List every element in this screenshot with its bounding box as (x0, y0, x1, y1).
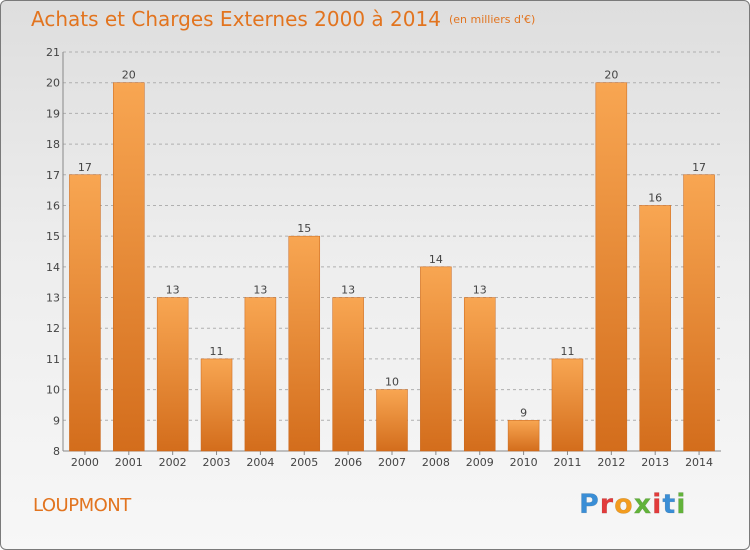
bar-2003 (200, 358, 233, 452)
bar-2001 (113, 82, 145, 452)
logo-letter: t (662, 489, 677, 520)
bar-value-label: 17 (692, 161, 706, 174)
bar-value-label: 15 (297, 222, 311, 235)
y-tick-label: 10 (46, 384, 60, 397)
x-tick-label: 2007 (378, 456, 406, 469)
bar-2004 (244, 297, 277, 452)
bar-2014 (683, 174, 715, 452)
y-tick-label: 15 (46, 230, 60, 243)
bar-2009 (463, 297, 496, 452)
y-tick-label: 16 (46, 199, 60, 212)
y-tick-label: 17 (46, 169, 60, 182)
logo-letter: r (599, 489, 615, 520)
bar-2011 (551, 358, 584, 452)
logo-letter: i (676, 489, 687, 520)
y-tick-label: 14 (46, 261, 60, 274)
logo-letter: o (614, 489, 634, 520)
bar-value-label: 13 (341, 284, 355, 297)
bar-2005 (288, 235, 321, 452)
bar-layer (69, 82, 715, 452)
x-tick-label: 2006 (334, 456, 362, 469)
bar-value-label: 13 (473, 284, 487, 297)
proxiti-logo[interactable]: Proxiti (579, 489, 687, 520)
bar-value-label: 20 (604, 69, 618, 82)
y-tick-label: 21 (46, 46, 60, 59)
bar-value-label: 14 (429, 253, 443, 266)
bar-2008 (420, 266, 452, 452)
chart-title: Achats et Charges Externes 2000 à 2014 (e… (31, 7, 535, 31)
bar-value-label: 9 (520, 406, 527, 419)
bar-2010 (507, 420, 540, 452)
bar-2002 (156, 297, 189, 452)
x-tick-label: 2005 (290, 456, 318, 469)
y-tick-label: 12 (46, 322, 60, 335)
logo-letter: i (652, 489, 663, 520)
bar-value-label: 13 (253, 284, 267, 297)
bar-value-label: 17 (78, 161, 92, 174)
x-tick-label: 2002 (159, 456, 187, 469)
x-tick-label: 2013 (641, 456, 669, 469)
bar-2007 (376, 389, 408, 452)
bar-value-label: 20 (122, 69, 136, 82)
x-tick-label: 2004 (246, 456, 274, 469)
bar-2013 (639, 205, 671, 452)
x-tick-label: 2011 (553, 456, 581, 469)
x-tick-label: 2014 (685, 456, 713, 469)
y-tick-label: 13 (46, 292, 60, 305)
y-tick-label: 18 (46, 138, 60, 151)
x-tick-label: 2009 (466, 456, 494, 469)
y-tick-label: 8 (53, 445, 60, 458)
commune-name: LOUPMONT (33, 495, 131, 516)
x-tick-label: 2001 (115, 456, 143, 469)
x-tick-label: 2008 (422, 456, 450, 469)
y-tick-label: 11 (46, 353, 60, 366)
y-tick-label: 19 (46, 107, 60, 120)
chart-title-text: Achats et Charges Externes 2000 à 2014 (31, 7, 441, 31)
y-tick-label: 20 (46, 77, 60, 90)
bar-value-label: 10 (385, 376, 399, 389)
bar-value-label: 16 (648, 191, 662, 204)
y-tick-label: 9 (53, 414, 60, 427)
chart-subtitle: (en milliers d'€) (448, 13, 536, 26)
logo-letter: x (633, 489, 653, 520)
logo-letter: P (579, 489, 600, 520)
x-tick-label: 2012 (597, 456, 625, 469)
bar-value-label: 13 (166, 284, 180, 297)
x-tick-label: 2003 (203, 456, 231, 469)
x-tick-label: 2010 (510, 456, 538, 469)
bar-2006 (332, 297, 364, 452)
x-tick-label: 2000 (71, 456, 99, 469)
bar-value-label: 11 (210, 345, 224, 358)
bar-2000 (69, 174, 101, 452)
label-layer: 17 20 13 11 13 15 13 10 14 13 9 11 20 16 17 (78, 69, 706, 420)
bar-value-label: 11 (560, 345, 574, 358)
bar-2012 (595, 82, 628, 452)
